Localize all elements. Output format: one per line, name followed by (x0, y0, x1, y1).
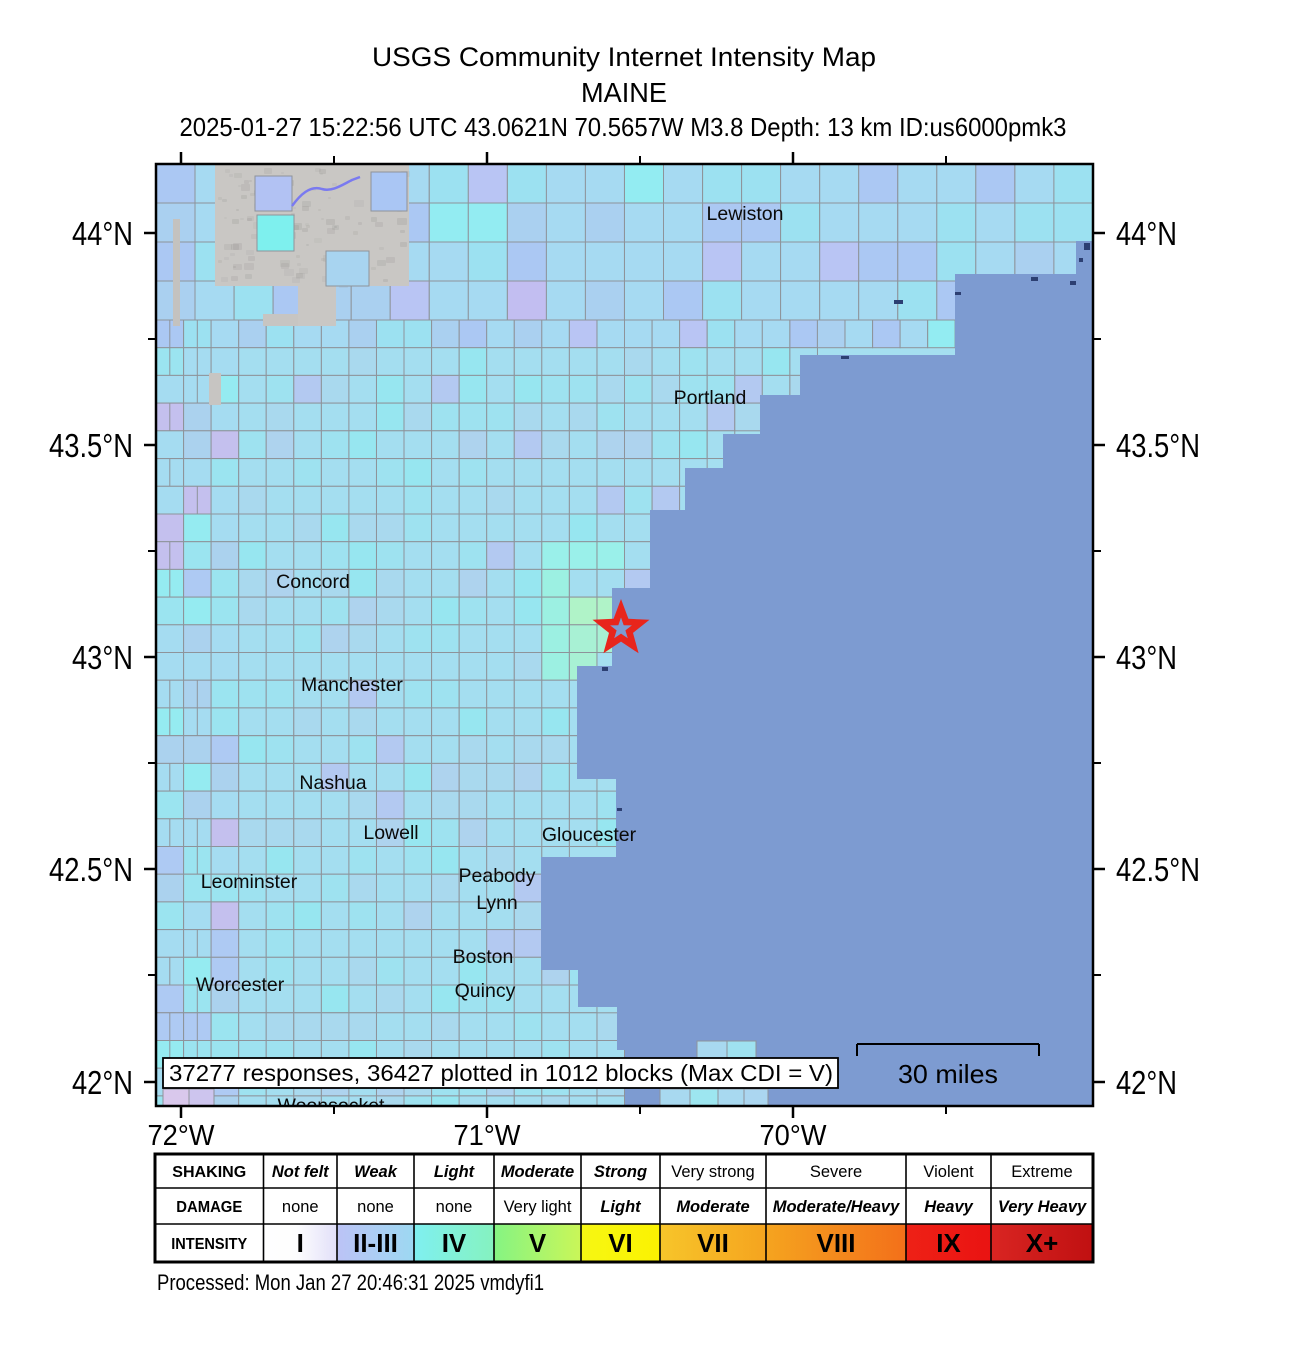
svg-text:Very strong: Very strong (671, 1163, 754, 1181)
svg-text:Lynn: Lynn (476, 892, 518, 914)
svg-text:Light: Light (600, 1198, 642, 1216)
svg-text:II-III: II-III (353, 1228, 398, 1258)
svg-text:43°N: 43°N (1116, 639, 1177, 676)
svg-text:43.5°N: 43.5°N (1116, 427, 1200, 464)
svg-text:VI: VI (608, 1228, 633, 1258)
svg-text:Nashua: Nashua (299, 772, 366, 794)
svg-text:none: none (436, 1198, 473, 1216)
svg-text:Portland: Portland (674, 387, 747, 409)
svg-text:none: none (282, 1198, 319, 1216)
svg-text:Moderate/Heavy: Moderate/Heavy (773, 1198, 900, 1216)
svg-text:44°N: 44°N (72, 215, 133, 252)
svg-text:USGS Community Internet Intens: USGS Community Internet Intensity Map (372, 42, 876, 72)
svg-text:Extreme: Extreme (1011, 1163, 1072, 1181)
svg-text:Processed: Mon Jan 27 20:46:31: Processed: Mon Jan 27 20:46:31 2025 vmdy… (157, 1270, 544, 1295)
svg-text:V: V (529, 1228, 547, 1258)
svg-text:Heavy: Heavy (924, 1198, 973, 1216)
svg-text:Weak: Weak (354, 1163, 398, 1181)
svg-text:Concord: Concord (276, 571, 350, 593)
svg-text:X+: X+ (1026, 1228, 1059, 1258)
svg-text:IV: IV (442, 1228, 467, 1258)
svg-text:Violent: Violent (923, 1163, 974, 1181)
svg-text:43°N: 43°N (72, 639, 133, 676)
svg-text:42°N: 42°N (72, 1064, 133, 1101)
svg-text:VII: VII (697, 1228, 729, 1258)
svg-text:Peabody: Peabody (459, 865, 536, 887)
svg-text:Moderate: Moderate (501, 1163, 574, 1181)
svg-text:Severe: Severe (810, 1163, 862, 1181)
svg-text:Boston: Boston (453, 946, 514, 968)
svg-text:42.5°N: 42.5°N (1116, 851, 1200, 888)
svg-text:30 miles: 30 miles (898, 1059, 998, 1089)
svg-text:INTENSITY: INTENSITY (171, 1236, 247, 1253)
svg-text:Not felt: Not felt (272, 1163, 330, 1181)
svg-text:44°N: 44°N (1116, 215, 1177, 252)
svg-text:Moderate: Moderate (676, 1198, 749, 1216)
svg-text:72°W: 72°W (148, 1120, 216, 1152)
svg-text:IX: IX (936, 1228, 961, 1258)
svg-text:70°W: 70°W (760, 1120, 828, 1152)
svg-text:Woonsocket: Woonsocket (278, 1095, 386, 1117)
svg-text:none: none (357, 1198, 394, 1216)
svg-text:DAMAGE: DAMAGE (176, 1199, 242, 1216)
svg-text:Leominster: Leominster (201, 871, 298, 893)
svg-text:I: I (297, 1228, 304, 1258)
svg-text:SHAKING: SHAKING (172, 1164, 246, 1181)
svg-text:VIII: VIII (816, 1228, 855, 1258)
svg-text:Quincy: Quincy (455, 980, 516, 1002)
svg-text:MAINE: MAINE (581, 77, 667, 108)
svg-text:Lowell: Lowell (363, 822, 418, 844)
svg-text:Manchester: Manchester (301, 674, 403, 696)
svg-text:Worcester: Worcester (196, 974, 285, 996)
svg-text:Lewiston: Lewiston (707, 203, 784, 225)
svg-text:42°N: 42°N (1116, 1064, 1177, 1101)
svg-text:71°W: 71°W (454, 1120, 522, 1152)
svg-text:43.5°N: 43.5°N (49, 427, 133, 464)
svg-text:Very light: Very light (504, 1198, 572, 1216)
svg-text:Very Heavy: Very Heavy (998, 1198, 1087, 1216)
svg-text:2025-01-27 15:22:56 UTC 43.062: 2025-01-27 15:22:56 UTC 43.0621N 70.5657… (180, 112, 1067, 142)
svg-text:Light: Light (434, 1163, 476, 1181)
svg-text:Gloucester: Gloucester (542, 824, 637, 846)
svg-text:42.5°N: 42.5°N (49, 851, 133, 888)
svg-text:Strong: Strong (594, 1163, 647, 1181)
svg-text:37277 responses, 36427 plotted: 37277 responses, 36427 plotted in 1012 b… (169, 1060, 833, 1086)
